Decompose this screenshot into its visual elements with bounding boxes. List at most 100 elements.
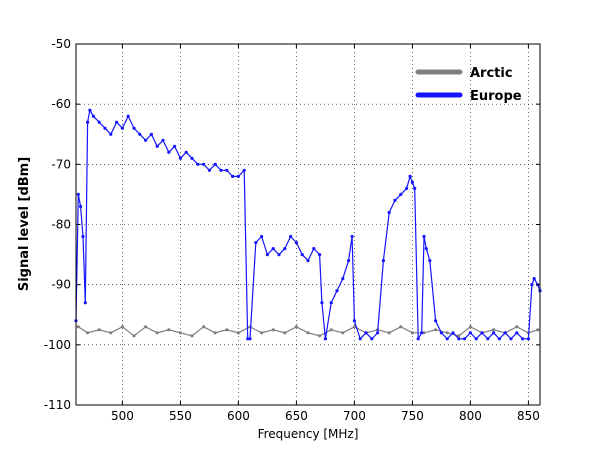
- data-point-europe: [463, 337, 467, 341]
- data-point-europe: [492, 331, 496, 335]
- data-point-europe: [468, 331, 472, 335]
- data-point-europe: [190, 156, 194, 160]
- data-point-europe: [424, 247, 428, 251]
- data-point-arctic: [352, 325, 356, 329]
- data-point-europe: [323, 337, 327, 341]
- data-point-europe: [115, 120, 119, 124]
- data-point-arctic: [422, 331, 426, 335]
- data-point-arctic: [225, 328, 229, 332]
- series-layer: [74, 108, 542, 341]
- data-point-arctic: [399, 325, 403, 329]
- ticks: 500 550 600 650 700 750 800 850 -50 -60 -70 -80 -90 -…: [44, 37, 540, 423]
- x-tick-label: 750: [401, 409, 424, 423]
- data-point-europe: [289, 234, 293, 239]
- data-point-europe: [97, 120, 101, 124]
- data-point-europe: [294, 241, 298, 245]
- data-point-europe: [271, 247, 275, 251]
- data-point-europe: [428, 259, 432, 263]
- data-point-europe: [320, 301, 324, 305]
- y-tick-label: -80: [51, 218, 71, 232]
- data-point-europe: [486, 337, 490, 341]
- data-point-europe: [91, 114, 95, 118]
- y-tick-label: -110: [44, 398, 71, 412]
- data-point-europe: [109, 132, 113, 136]
- data-point-arctic: [213, 331, 217, 335]
- data-point-europe: [300, 253, 304, 257]
- data-point-arctic: [178, 331, 182, 335]
- data-point-europe: [526, 337, 531, 341]
- data-point-europe: [236, 174, 240, 178]
- data-point-europe: [144, 138, 148, 142]
- data-point-europe: [445, 337, 449, 341]
- data-point-europe: [413, 186, 417, 190]
- data-point-arctic: [86, 331, 90, 335]
- y-tick-label: -100: [44, 338, 71, 352]
- data-point-arctic: [294, 325, 298, 329]
- data-point-europe: [88, 108, 92, 112]
- plot-frame: [75, 43, 541, 406]
- data-point-arctic: [120, 325, 124, 329]
- data-point-arctic: [144, 325, 148, 329]
- data-point-europe: [381, 259, 385, 263]
- data-point-europe: [335, 289, 339, 293]
- data-point-arctic: [283, 331, 287, 335]
- y-tick-label: -70: [51, 157, 71, 171]
- data-point-arctic: [202, 325, 206, 329]
- y-tick-label: -60: [51, 97, 71, 111]
- data-point-europe: [352, 319, 356, 323]
- data-point-arctic: [445, 331, 449, 335]
- data-point-arctic: [76, 325, 80, 329]
- series-arctic: [76, 325, 540, 338]
- data-point-europe: [184, 150, 188, 154]
- data-point-europe: [167, 150, 171, 154]
- data-point-arctic: [271, 328, 275, 332]
- data-point-europe: [231, 174, 235, 178]
- data-point-europe: [474, 337, 478, 341]
- data-point-europe: [503, 331, 507, 335]
- data-point-europe: [149, 132, 153, 136]
- y-tick-label: -90: [51, 278, 71, 292]
- data-point-arctic: [329, 328, 333, 332]
- data-point-europe: [420, 331, 424, 335]
- data-point-europe: [81, 234, 85, 239]
- data-point-europe: [387, 210, 391, 215]
- data-point-arctic: [318, 334, 322, 338]
- data-point-europe: [120, 126, 124, 130]
- legend-label-europe: Europe: [470, 89, 522, 104]
- data-point-arctic: [155, 331, 159, 335]
- data-point-europe: [434, 319, 438, 323]
- data-point-arctic: [236, 331, 240, 335]
- data-point-europe: [86, 120, 90, 124]
- data-point-arctic: [457, 334, 461, 338]
- data-point-europe: [202, 162, 206, 166]
- data-point-europe: [358, 337, 362, 341]
- data-point-arctic: [536, 328, 540, 332]
- series-line-europe: [75, 108, 541, 341]
- data-point-europe: [350, 234, 354, 239]
- data-point-europe: [422, 234, 426, 239]
- data-point-europe: [132, 126, 136, 130]
- data-point-europe: [242, 168, 246, 172]
- data-point-arctic: [387, 331, 391, 335]
- data-point-europe: [83, 301, 87, 305]
- data-point-europe: [312, 247, 316, 251]
- x-tick-label: 650: [285, 409, 308, 423]
- data-point-europe: [103, 126, 107, 130]
- data-point-europe: [265, 253, 269, 257]
- data-point-europe: [399, 192, 403, 196]
- data-point-europe: [410, 180, 414, 184]
- data-point-arctic: [492, 328, 496, 332]
- data-point-europe: [408, 174, 412, 178]
- data-point-arctic: [190, 334, 194, 338]
- data-point-europe: [260, 234, 264, 239]
- x-tick-label: 500: [111, 409, 134, 423]
- data-point-europe: [79, 204, 83, 209]
- data-point-europe: [254, 241, 258, 245]
- legend-label-arctic: Arctic: [470, 66, 513, 81]
- data-point-europe: [329, 301, 333, 305]
- y-axis-label: Signal level [dBm]: [17, 157, 32, 291]
- data-point-europe: [283, 247, 287, 251]
- data-point-arctic: [306, 331, 310, 335]
- data-point-europe: [207, 168, 211, 172]
